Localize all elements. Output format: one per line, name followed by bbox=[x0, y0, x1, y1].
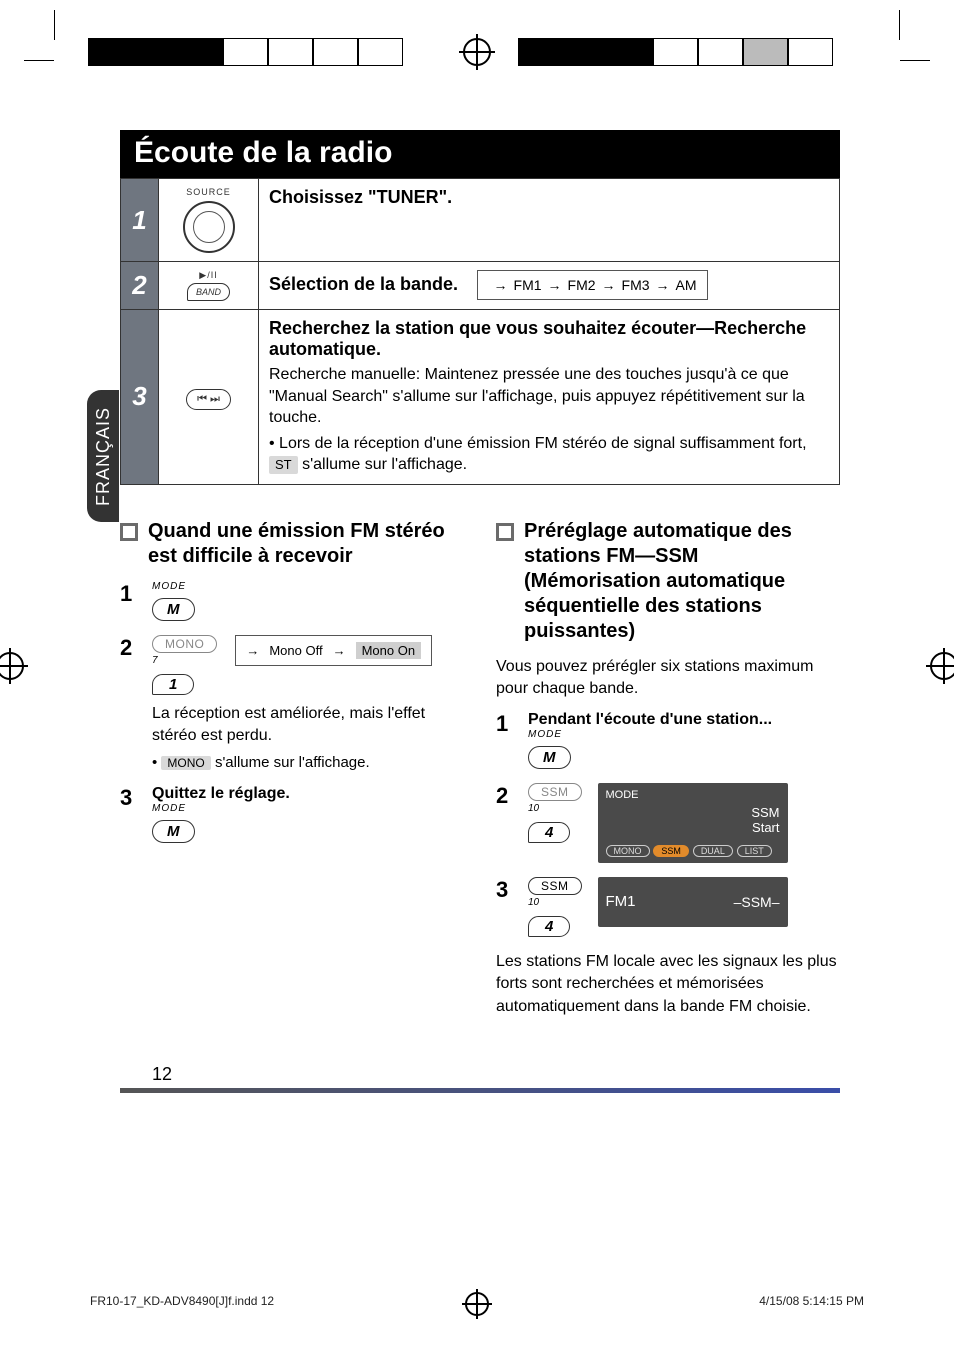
step-number: 2 bbox=[121, 262, 159, 310]
color-tabs-right bbox=[518, 38, 833, 66]
mono-pill: MONO bbox=[152, 635, 217, 653]
step-row-2: 2 ▶/II BAND Sélection de la bande. → FM1… bbox=[121, 262, 840, 310]
right-outro: Les stations FM locale avec les signaux … bbox=[496, 951, 840, 1018]
language-tab: FRANÇAIS bbox=[87, 390, 119, 522]
step-3-icon: ⏮ ⏭ bbox=[159, 310, 259, 485]
seek-button-icon: ⏮ ⏭ bbox=[186, 389, 231, 410]
band-flow: → FM1→ FM2→ FM3→ AM bbox=[477, 270, 708, 300]
left-step-2: 2 MONO 7 1 → Mono Off → bbox=[120, 635, 464, 771]
step-number: 1 bbox=[121, 179, 159, 262]
footer-timestamp: 4/15/08 5:14:15 PM bbox=[759, 1294, 864, 1308]
bullet-box-icon bbox=[120, 523, 138, 541]
number-1-button-icon: 1 bbox=[152, 674, 194, 695]
step-row-3: 3 ⏮ ⏭ Recherchez la station que vous sou… bbox=[121, 310, 840, 485]
number-4-button-icon: 4 bbox=[528, 822, 570, 843]
step-2-icon: ▶/II BAND bbox=[159, 262, 259, 310]
right-step-2: 2 SSM 10 4 MODE SSM Start MON bbox=[496, 783, 840, 863]
number-4-button-icon: 4 bbox=[528, 916, 570, 937]
step-row-1: 1 SOURCE Choisissez "TUNER". bbox=[121, 179, 840, 262]
page-title: Écoute de la radio bbox=[120, 130, 840, 178]
left-subhead: Quand une émission FM stéréo est diffici… bbox=[120, 519, 464, 569]
step-3-text: Recherchez la station que vous souhaitez… bbox=[259, 310, 840, 485]
left-step-1: 1 MODE M bbox=[120, 581, 464, 621]
step-number: 3 bbox=[121, 310, 159, 485]
ssm-pill: SSM bbox=[528, 783, 582, 801]
ssm-pill-active: SSM bbox=[528, 877, 582, 895]
page-number: 12 bbox=[152, 1064, 172, 1085]
mode-button-icon: M bbox=[528, 746, 571, 769]
right-step-3: 3 SSM 10 4 FM1 –SSM– bbox=[496, 877, 840, 937]
registration-target-bottom bbox=[465, 1292, 489, 1316]
right-step-1: 1 Pendant l'écoute d'une station... MODE… bbox=[496, 711, 840, 769]
print-footer: FR10-17_KD-ADV8490[J]f.indd 12 4/15/08 5… bbox=[90, 1294, 864, 1308]
right-subhead: Préréglage automatique des stations FM—S… bbox=[496, 519, 840, 644]
source-dial-icon bbox=[183, 201, 235, 253]
mono-state-flow: → Mono Off → Mono On bbox=[235, 635, 432, 666]
footer-rule: 12 bbox=[120, 1088, 840, 1093]
registration-target-left bbox=[0, 652, 24, 680]
steps-table: 1 SOURCE Choisissez "TUNER". 2 ▶/II BAND… bbox=[120, 178, 840, 485]
lcd-display-mode: MODE SSM Start MONO SSM DUAL LIST bbox=[598, 783, 788, 863]
bullet-box-icon bbox=[496, 523, 514, 541]
footer-filename: FR10-17_KD-ADV8490[J]f.indd 12 bbox=[90, 1294, 274, 1308]
step-1-icon: SOURCE bbox=[159, 179, 259, 262]
mode-button-icon: M bbox=[152, 820, 195, 843]
lcd-display-fm: FM1 –SSM– bbox=[598, 877, 788, 927]
st-badge: ST bbox=[269, 456, 298, 474]
registration-target-top bbox=[463, 38, 491, 66]
right-column: Préréglage automatique des stations FM—S… bbox=[496, 519, 840, 1018]
step-1-text: Choisissez "TUNER". bbox=[259, 179, 840, 262]
left-step-3: 3 Quittez le réglage. MODE M bbox=[120, 785, 464, 843]
band-button-icon: BAND bbox=[187, 283, 230, 301]
language-tab-text: FRANÇAIS bbox=[93, 406, 114, 505]
color-tabs-left bbox=[88, 38, 403, 66]
page-content: Écoute de la radio 1 SOURCE Choisissez "… bbox=[120, 130, 840, 1093]
mono-badge: MONO bbox=[161, 756, 210, 770]
left-column: Quand une émission FM stéréo est diffici… bbox=[120, 519, 464, 1018]
step-2-text: Sélection de la bande. → FM1→ FM2→ FM3→ … bbox=[259, 262, 840, 310]
registration-target-right bbox=[930, 652, 954, 680]
mode-button-icon: M bbox=[152, 598, 195, 621]
right-intro: Vous pouvez prérégler six stations maxim… bbox=[496, 656, 840, 701]
